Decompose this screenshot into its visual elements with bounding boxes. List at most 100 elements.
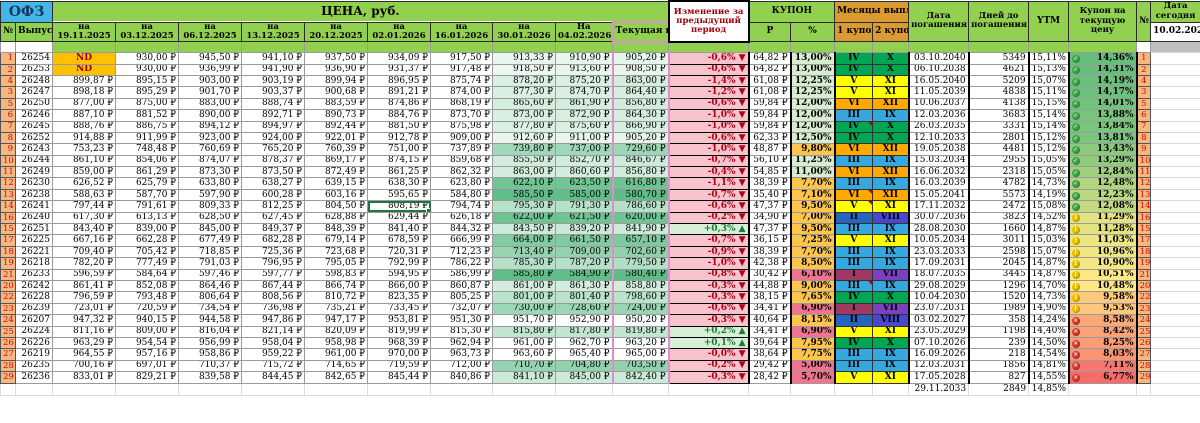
- coupon-month-2[interactable]: VII: [872, 268, 910, 282]
- change-cell[interactable]: -0,2% ▼: [667, 359, 750, 373]
- change-cell[interactable]: -0,3% ▼: [667, 371, 750, 384]
- price-cell[interactable]: 820,09 ₽: [304, 325, 369, 338]
- days-to-maturity-cell[interactable]: 2598: [967, 245, 1030, 259]
- coupon-pct-cell[interactable]: 6,90%: [790, 302, 836, 316]
- price-cell[interactable]: 796,95 ₽: [241, 257, 306, 270]
- price-cell[interactable]: 861,10 ₽: [52, 154, 117, 168]
- row-number-right[interactable]: 23: [1136, 302, 1152, 316]
- coupon-rub-cell[interactable]: 39,64 ₽: [747, 336, 792, 350]
- issue-cell[interactable]: 26228: [14, 291, 54, 304]
- current-price-column-header[interactable]: Текущая цена: [611, 21, 670, 43]
- price-cell[interactable]: 709,00 ₽: [555, 245, 614, 259]
- coupon-month-2[interactable]: XII: [872, 97, 910, 111]
- price-cell[interactable]: 947,86 ₽: [241, 314, 306, 327]
- row-number-right[interactable]: 6: [1136, 109, 1152, 122]
- price-cell[interactable]: 666,99 ₽: [430, 234, 494, 247]
- price-date-header-4[interactable]: на 20.12.2025: [304, 21, 369, 43]
- row-number-right[interactable]: 13: [1136, 188, 1152, 202]
- coupon-pct-cell[interactable]: 11,25%: [790, 154, 836, 168]
- price-cell[interactable]: 598,83 ₽: [304, 268, 369, 282]
- price-cell[interactable]: 597,90 ₽: [178, 188, 243, 202]
- maturity-cell[interactable]: 15.05.2041: [907, 188, 970, 202]
- row-number-left[interactable]: 4: [0, 74, 16, 88]
- coupon-rub-cell[interactable]: 56,10 ₽: [747, 154, 792, 168]
- coupon-pct-cell[interactable]: 7,25%: [790, 234, 836, 247]
- price-cell[interactable]: 890,73 ₽: [304, 109, 369, 122]
- coupon-on-price-cell[interactable]: ✓ 13,88%: [1067, 109, 1138, 122]
- change-cell[interactable]: -0,8% ▼: [667, 268, 750, 282]
- price-cell[interactable]: 957,16 ₽: [115, 348, 180, 361]
- price-cell[interactable]: 861,25 ₽: [367, 166, 432, 179]
- price-cell[interactable]: 954,54 ₽: [115, 336, 180, 350]
- price-cell[interactable]: 963,60 ₽: [492, 348, 557, 361]
- price-cell[interactable]: 629,44 ₽: [367, 211, 432, 225]
- price-cell[interactable]: 956,99 ₽: [178, 336, 243, 350]
- price-cell[interactable]: 878,20 ₽: [492, 74, 557, 88]
- price-cell[interactable]: 958,04 ₽: [241, 336, 306, 350]
- ytm-cell[interactable]: 14,54%: [1028, 348, 1070, 361]
- ytm-cell[interactable]: 15,11%: [1028, 52, 1070, 65]
- days-to-maturity-cell[interactable]: 4621: [967, 63, 1030, 76]
- current-price-cell[interactable]: 965,00 ₽: [611, 348, 670, 361]
- coupon-pct-cell[interactable]: 6,90%: [790, 325, 836, 338]
- coupon-on-price-cell[interactable]: ✓ 13,84%: [1067, 120, 1138, 133]
- maturity-cell[interactable]: 06.10.2038: [907, 63, 970, 76]
- issue-cell[interactable]: 26244: [14, 154, 54, 168]
- maturity-cell[interactable]: 23.03.2033: [907, 245, 970, 259]
- price-cell[interactable]: 865,60 ₽: [492, 97, 557, 111]
- price-cell[interactable]: 791,61 ₽: [115, 200, 180, 213]
- change-cell[interactable]: -0,6% ▼: [667, 200, 750, 213]
- coupon-month-1[interactable]: III: [834, 359, 874, 373]
- price-cell[interactable]: 622,10 ₽: [492, 177, 557, 190]
- coupon-pct-cell[interactable]: 7,65%: [790, 291, 836, 304]
- row-number-left[interactable]: 22: [0, 291, 16, 304]
- coupon-month-2[interactable]: IX: [872, 223, 910, 236]
- maturity-cell[interactable]: 10.05.2034: [907, 234, 970, 247]
- price-cell[interactable]: 737,00 ₽: [555, 143, 614, 156]
- ytm-cell[interactable]: 14,50%: [1028, 336, 1070, 350]
- price-cell[interactable]: 894,12 ₽: [178, 120, 243, 133]
- coupon-on-price-cell[interactable]: ✓ 14,31%: [1067, 63, 1138, 76]
- ytm-cell[interactable]: 14,87%: [1028, 223, 1070, 236]
- price-cell[interactable]: 735,21 ₽: [304, 302, 369, 316]
- coupon-month-1[interactable]: III: [834, 257, 874, 270]
- price-cell[interactable]: 877,30 ₽: [492, 86, 557, 99]
- coupon-on-price-cell[interactable]: ✕ 8,03%: [1067, 348, 1138, 361]
- coupon-pct-cell[interactable]: 12,25%: [790, 74, 836, 88]
- days-to-maturity-cell[interactable]: 1989: [967, 302, 1030, 316]
- current-price-cell[interactable]: 908,50 ₽: [611, 63, 670, 76]
- row-number-left[interactable]: 11: [0, 166, 16, 179]
- coupon-month-1[interactable]: IV: [834, 131, 874, 145]
- price-cell[interactable]: 839,00 ₽: [115, 223, 180, 236]
- price-cell[interactable]: 874,00 ₽: [430, 86, 494, 99]
- price-cell[interactable]: 812,25 ₽: [241, 200, 306, 213]
- price-cell[interactable]: 941,10 ₽: [241, 52, 306, 65]
- row-number-right[interactable]: 17: [1136, 234, 1152, 247]
- row-number-left[interactable]: 10: [0, 154, 16, 168]
- price-cell[interactable]: 884,76 ₽: [367, 109, 432, 122]
- price-cell[interactable]: 801,40 ₽: [555, 291, 614, 304]
- price-cell[interactable]: 891,21 ₽: [367, 86, 432, 99]
- days-to-maturity-cell[interactable]: 3823: [967, 211, 1030, 225]
- coupon-on-price-cell[interactable]: ✕ 8,58%: [1067, 314, 1138, 327]
- price-cell[interactable]: 815,30 ₽: [430, 325, 494, 338]
- current-price-cell[interactable]: 616,80 ₽: [611, 177, 670, 190]
- ytm-cell[interactable]: 15,14%: [1028, 109, 1070, 122]
- coupon-month-2[interactable]: XII: [872, 188, 910, 202]
- price-cell[interactable]: 843,50 ₽: [492, 223, 557, 236]
- price-cell[interactable]: 785,30 ₽: [492, 257, 557, 270]
- days-to-maturity-cell[interactable]: 1856: [967, 359, 1030, 373]
- coupon-pct-cell[interactable]: 9,50%: [790, 223, 836, 236]
- price-cell[interactable]: 965,40 ₽: [555, 348, 614, 361]
- price-cell[interactable]: 587,70 ₽: [115, 188, 180, 202]
- coupon-on-price-cell[interactable]: ✓ 12,23%: [1067, 188, 1138, 202]
- price-cell[interactable]: 899,94 ₽: [304, 74, 369, 88]
- coupon-month-1[interactable]: IV: [834, 120, 874, 133]
- coupon-on-price-cell[interactable]: ✕ 8,42%: [1067, 325, 1138, 338]
- price-cell[interactable]: 709,40 ₽: [52, 245, 117, 259]
- price-cell[interactable]: 817,80 ₽: [555, 325, 614, 338]
- price-cell[interactable]: 855,50 ₽: [492, 154, 557, 168]
- coupon-month-1[interactable]: III: [834, 279, 874, 293]
- current-price-cell[interactable]: 963,20 ₽: [611, 336, 670, 350]
- current-price-cell[interactable]: 858,80 ₽: [611, 279, 670, 293]
